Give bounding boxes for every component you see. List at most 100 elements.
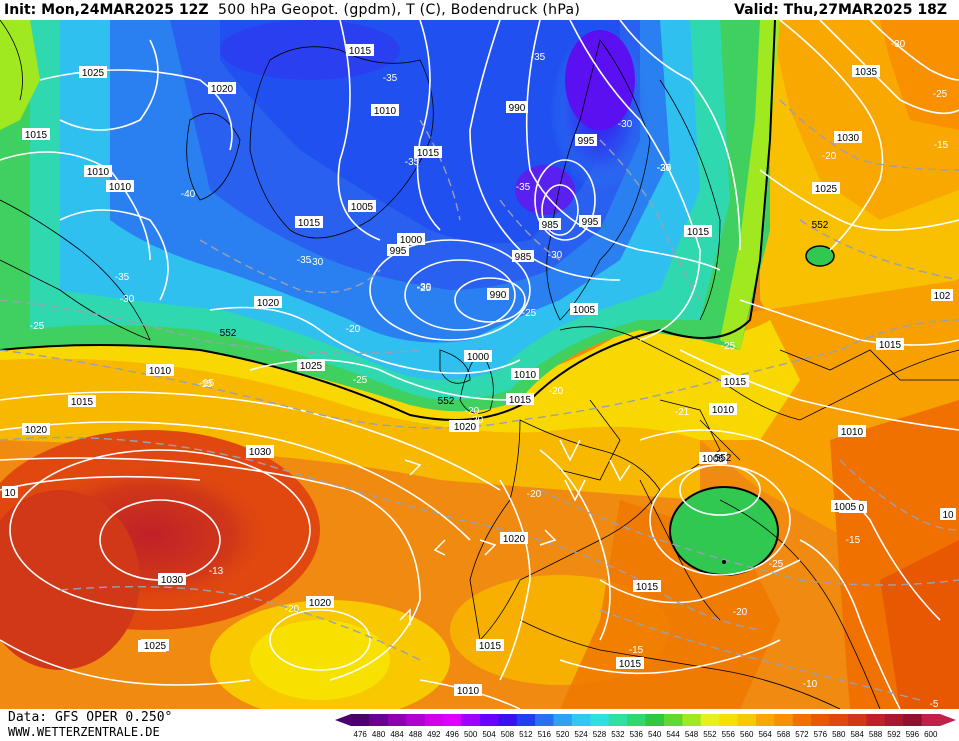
height-label-text: 552: [438, 396, 455, 407]
temperature-label: -30: [309, 257, 324, 268]
temperature-label: -30: [657, 163, 672, 174]
isobar-labels: 1025102010151010101010151010101510051015…: [2, 44, 956, 697]
map-marker-dot: [722, 560, 726, 564]
legend-swatch: [608, 714, 628, 726]
valid-time: Valid: Thu,27MAR2025 18Z: [734, 2, 947, 18]
isobar-label-text: 1005: [702, 454, 725, 465]
isobar-label: 1005: [699, 452, 727, 465]
height-label: 552: [220, 328, 237, 339]
isobar-label: 1015: [476, 639, 504, 652]
temperature-label-text: -25: [721, 341, 736, 352]
isobar-label: 1005: [570, 303, 598, 316]
legend-tick-label: 516: [538, 730, 552, 739]
isobar-label: 1030: [834, 131, 862, 144]
legend-tick-label: 532: [611, 730, 625, 739]
isobar-label: 1015: [68, 395, 96, 408]
isobar-label: 10: [2, 486, 18, 499]
temperature-label-text: -13: [209, 566, 224, 577]
temperature-label-text: -30: [309, 257, 324, 268]
temperature-label-text: -25: [933, 89, 948, 100]
temperature-label: -20: [469, 415, 484, 426]
isobar-label-text: 1005: [834, 502, 857, 513]
legend-tick-label: 564: [758, 730, 772, 739]
isobar-label-text: 1010: [712, 405, 735, 416]
legend-swatch: [682, 714, 702, 726]
temperature-label: -35: [405, 157, 420, 168]
temperature-label: -15: [934, 140, 949, 151]
isobar-label-text: 1005: [351, 202, 374, 213]
legend-swatch: [406, 714, 426, 726]
isobar-label: 1015: [633, 580, 661, 593]
legend-swatch: [663, 714, 683, 726]
isobar-label-text: 995: [390, 246, 407, 257]
legend-tick-label: 492: [427, 730, 441, 739]
isobar-label-text: 1030: [161, 575, 184, 586]
temperature-label-text: -35: [405, 157, 420, 168]
legend-swatch: [479, 714, 499, 726]
temperature-label: -10: [803, 679, 818, 690]
legend-tick-label: 500: [464, 730, 478, 739]
legend-tick-label: 540: [648, 730, 662, 739]
isobar-label-text: 1010: [109, 182, 132, 193]
legend-tick-label: 584: [850, 730, 864, 739]
height-label-text: 552: [715, 453, 732, 464]
isobar-label-text: 1035: [855, 67, 878, 78]
isobar-label-text: 1015: [509, 395, 532, 406]
temperature-label-text: -15: [934, 140, 949, 151]
legend-swatch: [829, 714, 849, 726]
isobar-label: 1020: [254, 296, 282, 309]
isobar-label-text: 1025: [815, 184, 838, 195]
legend-tick-label: 588: [869, 730, 883, 739]
legend-swatch: [700, 714, 720, 726]
temperature-label: -15: [846, 535, 861, 546]
temperature-label-text: -5: [930, 699, 939, 709]
temperature-label: -40: [181, 189, 196, 200]
isobar-label: 1000: [397, 233, 425, 246]
isobar-label-text: 10: [942, 510, 954, 521]
isobar-label-text: 1020: [257, 298, 280, 309]
temperature-label: -25: [933, 89, 948, 100]
legend-tick-label: 484: [390, 730, 404, 739]
temperature-label-text: -25: [769, 559, 784, 570]
temperature-label-text: -35: [297, 255, 312, 266]
legend-tick-label: 580: [832, 730, 846, 739]
isobar-label-text: 1025: [300, 361, 323, 372]
isobar-label-text: 1010: [514, 370, 537, 381]
isobar-label-text: 990: [490, 290, 507, 301]
legend-swatch: [792, 714, 812, 726]
isobar-label: 1010: [84, 165, 112, 178]
legend-swatch: [719, 714, 739, 726]
isobar-label-text: 1015: [25, 130, 48, 141]
legend-swatch: [847, 714, 867, 726]
legend-swatch: [535, 714, 554, 726]
init-time: Init: Mon,24MAR2025 12Z: [4, 2, 209, 18]
legend-swatch: [755, 714, 775, 726]
isobar-label-text: 1010: [149, 366, 172, 377]
isobar-label: 1035: [852, 65, 880, 78]
temperature-label: -15: [629, 645, 644, 656]
legend-tick-label: 536: [630, 730, 644, 739]
isobar-label-text: 1030: [837, 133, 860, 144]
legend-tick-label: 600: [924, 730, 938, 739]
isobar-label: 1010: [709, 403, 737, 416]
legend-swatch: [516, 714, 536, 726]
legend-swatch: [627, 714, 646, 726]
isobar-label: 1010: [371, 104, 399, 117]
legend-swatch: [387, 714, 407, 726]
isobar-label: 1020: [22, 423, 50, 436]
isobar-lines: [0, 20, 959, 709]
legend-tick-label: 524: [574, 730, 588, 739]
temperature-label: -30: [891, 39, 906, 50]
temperature-label-text: -20: [469, 415, 484, 426]
isobar-label: 990: [487, 288, 509, 301]
height-label: 552: [812, 220, 829, 231]
isobar-label: 1020: [451, 420, 479, 433]
isobar-label-text: 1015: [349, 46, 372, 57]
field-description: 500 hPa Geopot. (gpdm), T (C), Bodendruc…: [218, 2, 581, 18]
isobar-label-text: 1015: [724, 377, 747, 388]
temperature-label: -25: [353, 375, 368, 386]
legend-tick-label: 528: [593, 730, 607, 739]
legend-swatch: [443, 714, 462, 726]
temperature-label: -35: [383, 73, 398, 84]
legend-tick-label: 476: [354, 730, 368, 739]
